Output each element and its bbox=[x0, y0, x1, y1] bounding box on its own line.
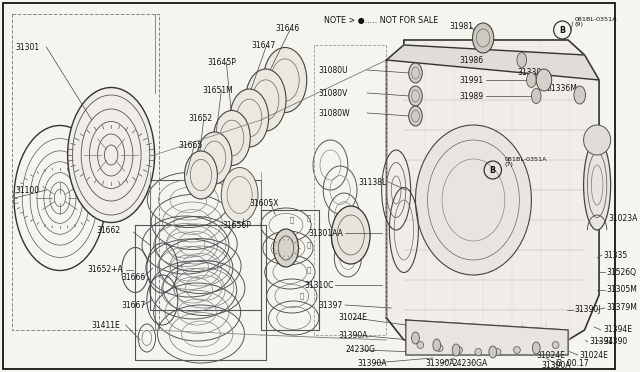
Text: 31390: 31390 bbox=[604, 337, 628, 346]
Text: 31024E: 31024E bbox=[580, 350, 609, 359]
Ellipse shape bbox=[412, 332, 419, 344]
Ellipse shape bbox=[527, 73, 536, 87]
Ellipse shape bbox=[489, 346, 497, 358]
Ellipse shape bbox=[417, 341, 424, 349]
Text: 31138L: 31138L bbox=[358, 177, 387, 186]
Text: 31666: 31666 bbox=[122, 273, 146, 282]
Ellipse shape bbox=[531, 89, 541, 103]
Ellipse shape bbox=[494, 349, 501, 356]
Text: 31390A: 31390A bbox=[541, 360, 571, 369]
Text: 31080W: 31080W bbox=[319, 109, 351, 118]
Text: 31390J: 31390J bbox=[575, 305, 602, 314]
Text: 31652+A: 31652+A bbox=[87, 266, 123, 275]
Text: 31390A: 31390A bbox=[425, 359, 454, 368]
Ellipse shape bbox=[332, 206, 370, 264]
Text: 31989: 31989 bbox=[459, 92, 483, 100]
Ellipse shape bbox=[533, 344, 540, 352]
Text: 31305M: 31305M bbox=[607, 285, 637, 295]
Ellipse shape bbox=[214, 110, 250, 166]
Text: 31647: 31647 bbox=[252, 41, 275, 49]
Ellipse shape bbox=[263, 48, 307, 112]
Text: 31667: 31667 bbox=[122, 301, 146, 310]
Text: 24230GA: 24230GA bbox=[452, 359, 488, 368]
Ellipse shape bbox=[536, 69, 552, 91]
Ellipse shape bbox=[574, 86, 586, 104]
Ellipse shape bbox=[184, 151, 218, 199]
Text: 31656P: 31656P bbox=[222, 221, 251, 230]
Text: 31645P: 31645P bbox=[208, 58, 237, 67]
Text: 31301AA: 31301AA bbox=[308, 228, 343, 237]
Ellipse shape bbox=[90, 122, 133, 189]
Ellipse shape bbox=[68, 87, 155, 222]
Ellipse shape bbox=[475, 349, 482, 356]
Ellipse shape bbox=[415, 125, 531, 275]
Text: 31330: 31330 bbox=[517, 67, 541, 77]
Text: ＊: ＊ bbox=[307, 267, 311, 273]
Text: NOTE > ●..... NOT FOR SALE: NOTE > ●..... NOT FOR SALE bbox=[324, 16, 438, 25]
Ellipse shape bbox=[221, 167, 258, 222]
Polygon shape bbox=[387, 45, 599, 80]
Ellipse shape bbox=[197, 132, 232, 184]
Text: 31394E: 31394E bbox=[603, 326, 632, 334]
Text: 31379M: 31379M bbox=[607, 304, 637, 312]
Ellipse shape bbox=[72, 95, 150, 215]
Ellipse shape bbox=[230, 89, 269, 147]
Text: 31605X: 31605X bbox=[250, 199, 279, 208]
Text: 31301: 31301 bbox=[15, 42, 40, 51]
Text: 31394: 31394 bbox=[589, 337, 614, 346]
Ellipse shape bbox=[409, 106, 422, 126]
Ellipse shape bbox=[584, 125, 611, 155]
Text: 31646: 31646 bbox=[275, 23, 300, 32]
Text: ＊: ＊ bbox=[307, 242, 311, 248]
Ellipse shape bbox=[456, 346, 462, 353]
Text: 31336M: 31336M bbox=[547, 83, 578, 93]
Ellipse shape bbox=[472, 23, 493, 53]
Text: ＊: ＊ bbox=[290, 217, 294, 223]
Ellipse shape bbox=[245, 69, 286, 131]
Ellipse shape bbox=[409, 86, 422, 106]
Text: 31080U: 31080U bbox=[319, 65, 348, 74]
Ellipse shape bbox=[81, 109, 141, 201]
Text: B: B bbox=[559, 26, 565, 35]
Text: ＊: ＊ bbox=[307, 215, 311, 221]
Text: 24230G: 24230G bbox=[346, 346, 376, 355]
Text: 31651M: 31651M bbox=[203, 86, 234, 94]
Ellipse shape bbox=[584, 140, 611, 230]
Text: 31335: 31335 bbox=[604, 250, 628, 260]
Ellipse shape bbox=[409, 63, 422, 83]
Text: 31390A: 31390A bbox=[358, 359, 387, 368]
Text: 31986: 31986 bbox=[459, 55, 483, 64]
Text: 31080V: 31080V bbox=[319, 89, 348, 97]
Text: 31526Q: 31526Q bbox=[607, 267, 637, 276]
Ellipse shape bbox=[517, 52, 527, 67]
Text: 31024E: 31024E bbox=[338, 314, 367, 323]
Text: 31024E: 31024E bbox=[536, 350, 565, 359]
Text: 31662: 31662 bbox=[97, 225, 121, 234]
Text: 081BL-0351A
(7): 081BL-0351A (7) bbox=[504, 157, 547, 167]
Ellipse shape bbox=[436, 344, 443, 352]
Text: ＊: ＊ bbox=[300, 293, 303, 299]
Text: J3  00.17: J3 00.17 bbox=[556, 359, 589, 368]
Text: 31023A: 31023A bbox=[609, 214, 638, 222]
Text: 31397: 31397 bbox=[319, 301, 343, 310]
Text: 081BL-0351A
(9): 081BL-0351A (9) bbox=[575, 17, 618, 28]
Text: 31310C: 31310C bbox=[304, 280, 333, 289]
Ellipse shape bbox=[452, 344, 460, 356]
Ellipse shape bbox=[513, 346, 520, 353]
Ellipse shape bbox=[532, 342, 540, 354]
Ellipse shape bbox=[273, 229, 298, 267]
Text: 31411E: 31411E bbox=[92, 321, 120, 330]
Polygon shape bbox=[406, 320, 568, 355]
Ellipse shape bbox=[552, 341, 559, 349]
Text: 31665: 31665 bbox=[179, 141, 203, 150]
Text: 31981: 31981 bbox=[449, 22, 474, 31]
Text: 31991: 31991 bbox=[459, 76, 483, 84]
Ellipse shape bbox=[433, 339, 440, 351]
Polygon shape bbox=[387, 40, 599, 340]
Text: 31390A: 31390A bbox=[338, 330, 367, 340]
Text: B: B bbox=[490, 166, 496, 174]
Text: 31100: 31100 bbox=[15, 186, 40, 195]
Text: 31652: 31652 bbox=[188, 113, 212, 122]
